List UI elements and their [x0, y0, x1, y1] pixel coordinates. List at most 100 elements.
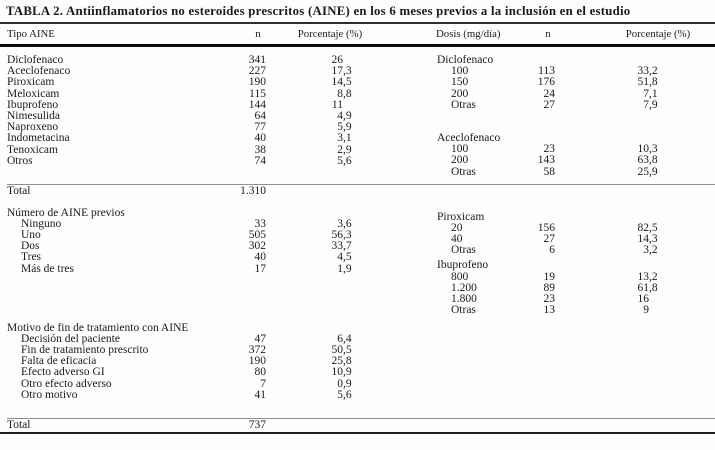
- table-row: Ibuprofeno 144 11: [7, 99, 357, 111]
- section-header: Número de AINE previos: [7, 206, 125, 219]
- n-value: 13: [543, 304, 556, 317]
- total-row: Total 1.310: [7, 184, 357, 197]
- n-value: 302: [248, 240, 266, 253]
- n-value: 1.310: [240, 184, 266, 197]
- table-row: Efecto adverso GI 80 10,9: [7, 366, 357, 379]
- pct-dec: ,6: [343, 388, 352, 401]
- row-label: Efecto adverso GI: [21, 366, 105, 379]
- pct-dec: ,4: [343, 332, 352, 345]
- n-value: 227: [248, 65, 266, 78]
- n-value: 17: [254, 262, 267, 275]
- n-value: 372: [248, 344, 266, 357]
- table-section: Ibuprofeno 800 19 13,2 1.200 89 61,8 1.800 23 16 O…: [437, 260, 661, 316]
- table-row: Otro efecto adverso 7 0,9: [7, 377, 357, 390]
- row-label: Total: [7, 419, 31, 431]
- table-row: 40 27 14,3: [437, 233, 661, 246]
- row-label: Diclofenaco: [7, 54, 64, 66]
- column-header-porcentaje-right: Porcentaje (%): [625, 28, 691, 40]
- table-section: Diclofenaco 341 26 Aceclofenaco 227 17,3 Pirox…: [7, 54, 715, 197]
- table-row: Más de tres 17 1,9: [7, 262, 357, 275]
- pct-dec: [343, 186, 357, 197]
- pct-dec: ,9: [343, 121, 352, 134]
- pct-int: 1: [337, 262, 343, 275]
- table-row: Otras 13 9: [437, 304, 661, 317]
- pct-int: 50: [331, 344, 344, 357]
- n-value: 41: [254, 388, 267, 401]
- table-row: 150 176 51,8: [437, 77, 661, 89]
- pct-int: 7: [643, 87, 649, 100]
- pct-dec: [343, 420, 357, 431]
- n-value: 74: [254, 154, 267, 167]
- pct-dec: ,3: [649, 233, 658, 246]
- n-value: 143: [537, 154, 555, 167]
- n-value: 190: [248, 76, 266, 89]
- table-row: 100 113 33,2: [437, 65, 661, 78]
- row-label: Más de tres: [21, 262, 75, 275]
- row-label: 800: [451, 270, 469, 283]
- total-divider-rule: [7, 418, 715, 419]
- pct-dec: ,9: [343, 143, 352, 156]
- row-label: Otras: [451, 244, 476, 257]
- pct-dec: ,9: [343, 366, 352, 379]
- pct-int: 3: [643, 244, 649, 257]
- left-table-half: Diclofenaco 341 26 Aceclofenaco 227 17,3 Pirox…: [7, 54, 715, 431]
- n-value: 115: [249, 87, 266, 100]
- pct-int: 25: [331, 355, 344, 368]
- pct-int: 5: [337, 121, 343, 134]
- n-value: 190: [248, 355, 266, 368]
- pct-int: 8: [337, 87, 343, 100]
- pct-int: 5: [337, 388, 343, 401]
- pct-dec: ,5: [343, 76, 352, 89]
- pct-int: 25: [637, 165, 650, 178]
- n-value: 23: [543, 293, 556, 305]
- bottom-rule: [0, 432, 715, 434]
- pct-int: 82: [637, 221, 650, 234]
- row-label: Tres: [21, 251, 42, 264]
- table-row: Dos 302 33,7: [7, 240, 357, 253]
- column-header-porcentaje-left: Porcentaje (%): [297, 28, 363, 40]
- n-value: 38: [254, 143, 267, 156]
- pct-int: 10: [331, 366, 344, 379]
- pct-int: 4: [337, 109, 343, 122]
- pct-dec: ,9: [649, 165, 658, 178]
- n-value: 113: [538, 65, 555, 78]
- row-label: Uno: [21, 228, 41, 241]
- row-label: Otro efecto adverso: [21, 377, 112, 390]
- n-value: 27: [543, 233, 556, 246]
- pct-dec: ,5: [343, 251, 352, 264]
- title-rule: [0, 22, 715, 24]
- section-header: Ibuprofeno: [437, 259, 489, 272]
- total-divider-rule: [7, 183, 715, 185]
- table-title: TABLA 2. Antiinflamatorios no esteroides…: [6, 4, 631, 18]
- row-label: Naproxeno: [7, 121, 59, 134]
- n-value: 40: [254, 251, 267, 264]
- table-row: 200 24 7,1: [437, 87, 661, 100]
- pct-int: 3: [337, 132, 343, 145]
- table-row: Falta de eficacia 190 25,8: [7, 355, 357, 368]
- pct-int: 33: [637, 65, 650, 78]
- n-value: 156: [537, 221, 555, 234]
- pct-int: 14: [331, 76, 344, 89]
- pct-dec: ,9: [649, 98, 658, 111]
- pct-dec: [649, 294, 661, 305]
- n-value: 80: [254, 366, 267, 379]
- table-row: Tenoxicam 38 2,9: [7, 143, 357, 156]
- pct-dec: ,9: [343, 262, 352, 275]
- pct-int: 3: [337, 217, 343, 230]
- pct-dec: ,2: [649, 244, 658, 257]
- row-label: Indometacina: [7, 132, 70, 145]
- table-row: Uno 505 56,3: [7, 228, 357, 241]
- pct-dec: ,3: [649, 143, 658, 156]
- table-section: Número de AINE previos Ninguno 33 3,6 Uno 505…: [7, 206, 357, 275]
- n-value: 737: [248, 419, 266, 431]
- pct-dec: ,2: [649, 65, 658, 78]
- table-row: Indometacina 40 3,1: [7, 132, 357, 145]
- pct-int: 5: [337, 154, 343, 167]
- row-label: 1.800: [451, 293, 477, 305]
- row-label: 200: [451, 87, 469, 100]
- table-row: Otro motivo 41 5,6: [7, 388, 357, 401]
- row-label: Ninguno: [21, 217, 62, 230]
- table-row: Naproxeno 77 5,9: [7, 121, 357, 134]
- n-value: 19: [543, 270, 556, 283]
- row-label: Falta de eficacia: [21, 355, 97, 368]
